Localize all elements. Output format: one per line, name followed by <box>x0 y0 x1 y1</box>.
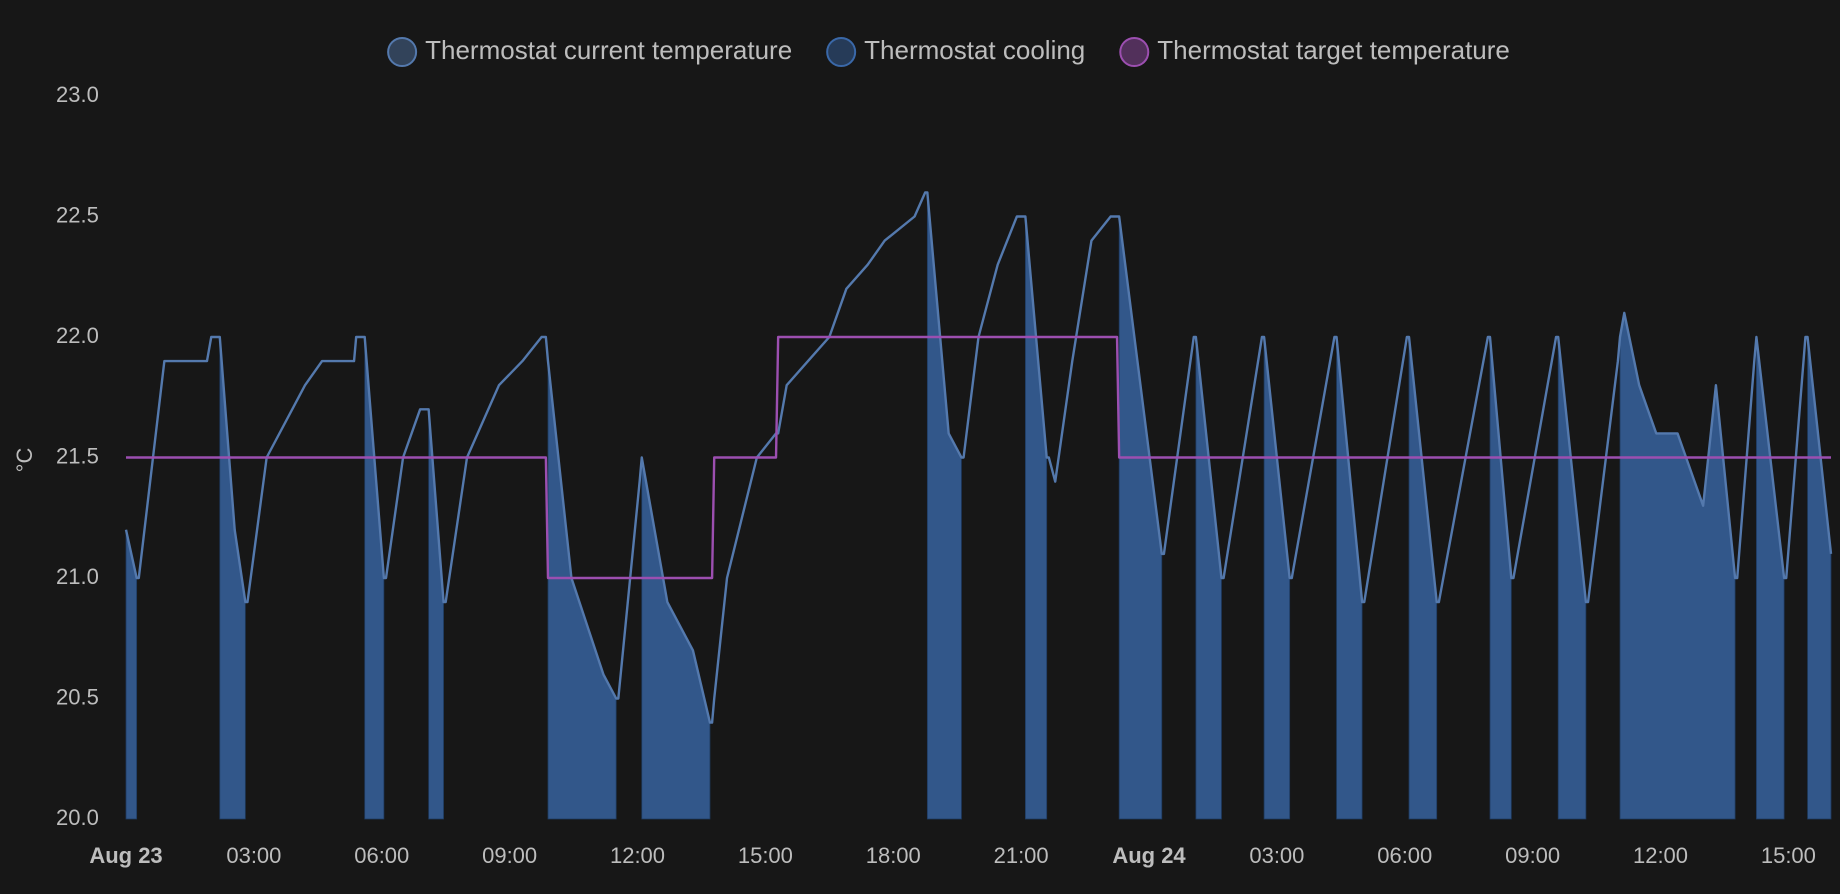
legend: Thermostat current temperature Thermostat… <box>387 35 1510 67</box>
y-tick-label: 21.0 <box>56 564 99 589</box>
x-tick-label: 12:00 <box>610 843 665 868</box>
x-tick-label: 15:00 <box>1761 843 1816 868</box>
legend-label: Thermostat cooling <box>864 35 1085 65</box>
series-line <box>124 191 1833 724</box>
y-tick-label: 21.5 <box>56 443 99 468</box>
x-tick-label: 12:00 <box>1633 843 1688 868</box>
x-tick-label: 09:00 <box>482 843 537 868</box>
x-tick-label: 15:00 <box>738 843 793 868</box>
x-tick-label: 03:00 <box>226 843 281 868</box>
x-tick-label: Aug 23 <box>89 843 162 868</box>
x-tick-label: 18:00 <box>866 843 921 868</box>
x-tick-label: 06:00 <box>354 843 409 868</box>
y-tick-label: 20.5 <box>56 684 99 709</box>
y-axis-label: °C <box>12 448 37 473</box>
x-tick-label: 09:00 <box>1505 843 1560 868</box>
x-tick-label: 06:00 <box>1377 843 1432 868</box>
x-tick-label: 03:00 <box>1249 843 1304 868</box>
series-line <box>126 335 1831 580</box>
y-tick-label: 23.0 <box>56 82 99 107</box>
x-tick-label: 21:00 <box>994 843 1049 868</box>
x-tick-label: Aug 24 <box>1112 843 1186 868</box>
legend-marker <box>387 37 418 67</box>
y-tick-label: 22.5 <box>56 202 99 227</box>
legend-marker <box>1119 37 1150 67</box>
y-tick-label: 22.0 <box>56 323 99 348</box>
legend-label: Thermostat target temperature <box>1157 35 1510 65</box>
y-tick-label: 20.0 <box>56 805 99 830</box>
legend-marker <box>826 37 857 67</box>
legend-label: Thermostat current temperature <box>425 35 792 65</box>
